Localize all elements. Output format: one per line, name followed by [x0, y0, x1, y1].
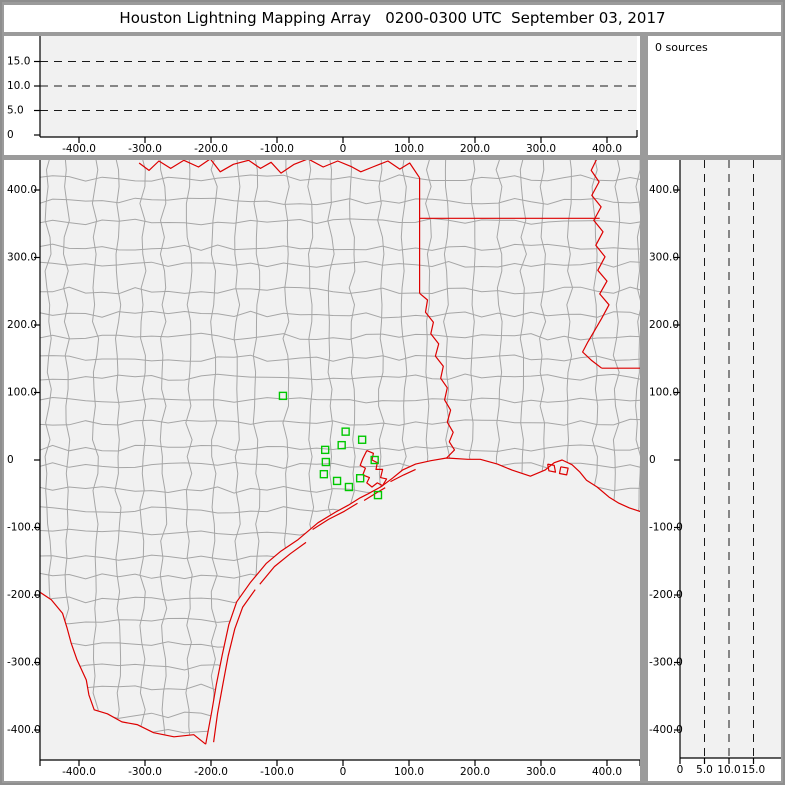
svg-text:400.0: 400.0 [7, 184, 37, 196]
window-title: Houston Lightning Mapping Array 0200-030… [4, 5, 781, 32]
svg-text:-300.0: -300.0 [7, 657, 41, 669]
svg-text:-300.0: -300.0 [128, 143, 162, 155]
svg-text:0: 0 [649, 454, 656, 466]
svg-text:400.0: 400.0 [649, 184, 679, 196]
svg-text:300.0: 300.0 [649, 252, 679, 264]
svg-text:200.0: 200.0 [460, 143, 490, 155]
svg-text:100.0: 100.0 [394, 143, 424, 155]
source-count-panel: 0 sources [648, 36, 781, 155]
lma-station-marker [321, 457, 331, 467]
altitude-vs-east-west-panel[interactable]: 0 5.0 10.0 15.0 -400.0 -300.0 -200.0 -100.0 0 100… [4, 36, 640, 155]
altitude-vs-east-west-plot[interactable]: 0 5.0 10.0 15.0 -400.0 -300.0 -200.0 -100.0 0 100… [4, 36, 640, 155]
svg-text:-100.0: -100.0 [260, 766, 294, 778]
svg-text:-100.0: -100.0 [649, 522, 683, 534]
lma-station-marker [344, 482, 354, 492]
source-count-label: 0 sources [655, 41, 708, 54]
svg-text:15.0: 15.0 [7, 56, 30, 68]
svg-text:100.0: 100.0 [394, 766, 424, 778]
svg-text:200.0: 200.0 [649, 319, 679, 331]
svg-text:300.0: 300.0 [526, 766, 556, 778]
svg-text:200.0: 200.0 [460, 766, 490, 778]
altitude-vs-north-south-plot[interactable]: 400.0 300.0 200.0 100.0 0 -100.0 -200.0 -300.0 -… [648, 160, 781, 781]
lma-station-marker [278, 391, 288, 401]
svg-text:400.0: 400.0 [592, 143, 622, 155]
svg-text:-200.0: -200.0 [649, 589, 683, 601]
svg-text:0: 0 [340, 143, 347, 155]
plan-view-map-plot[interactable]: 400.0 300.0 200.0 100.0 0 -100.0 -200.0 -300.0 -… [4, 160, 640, 781]
svg-text:-200.0: -200.0 [7, 589, 41, 601]
svg-text:-400.0: -400.0 [62, 143, 96, 155]
svg-text:10.0: 10.0 [7, 80, 30, 92]
lma-station-marker [337, 440, 346, 450]
svg-text:0: 0 [340, 766, 347, 778]
altitude-vs-north-south-panel[interactable]: 400.0 300.0 200.0 100.0 0 -100.0 -200.0 -300.0 -… [648, 160, 781, 781]
svg-text:-200.0: -200.0 [194, 766, 228, 778]
svg-text:300.0: 300.0 [526, 143, 556, 155]
svg-text:400.0: 400.0 [592, 766, 622, 778]
svg-text:0: 0 [7, 454, 14, 466]
svg-text:-300.0: -300.0 [649, 657, 683, 669]
svg-text:-400.0: -400.0 [649, 724, 683, 736]
svg-text:-400.0: -400.0 [62, 766, 96, 778]
svg-text:100.0: 100.0 [649, 387, 679, 399]
plan-view-map-panel[interactable]: 400.0 300.0 200.0 100.0 0 -100.0 -200.0 -300.0 -… [4, 160, 640, 781]
svg-text:0: 0 [7, 129, 14, 141]
svg-text:15.0: 15.0 [742, 764, 765, 776]
svg-text:300.0: 300.0 [7, 252, 37, 264]
lma-station-marker [373, 490, 383, 500]
svg-text:5.0: 5.0 [696, 764, 713, 776]
lma-station-marker [332, 476, 342, 486]
svg-text:-400.0: -400.0 [7, 724, 41, 736]
lma-station-marker [370, 455, 379, 465]
lma-station-marker [320, 445, 330, 455]
svg-text:10.0: 10.0 [717, 764, 740, 776]
svg-text:-300.0: -300.0 [128, 766, 162, 778]
lma-station-marker [357, 435, 367, 444]
svg-text:-100.0: -100.0 [7, 522, 41, 534]
svg-text:-200.0: -200.0 [194, 143, 228, 155]
lma-station-marker [319, 469, 329, 479]
svg-text:200.0: 200.0 [7, 319, 37, 331]
svg-text:0: 0 [677, 764, 684, 776]
lma-station-marker [355, 474, 365, 483]
lma-station-marker [341, 427, 350, 436]
station-markers [278, 391, 383, 500]
svg-text:5.0: 5.0 [7, 105, 24, 117]
svg-text:-100.0: -100.0 [260, 143, 294, 155]
svg-text:100.0: 100.0 [7, 387, 37, 399]
